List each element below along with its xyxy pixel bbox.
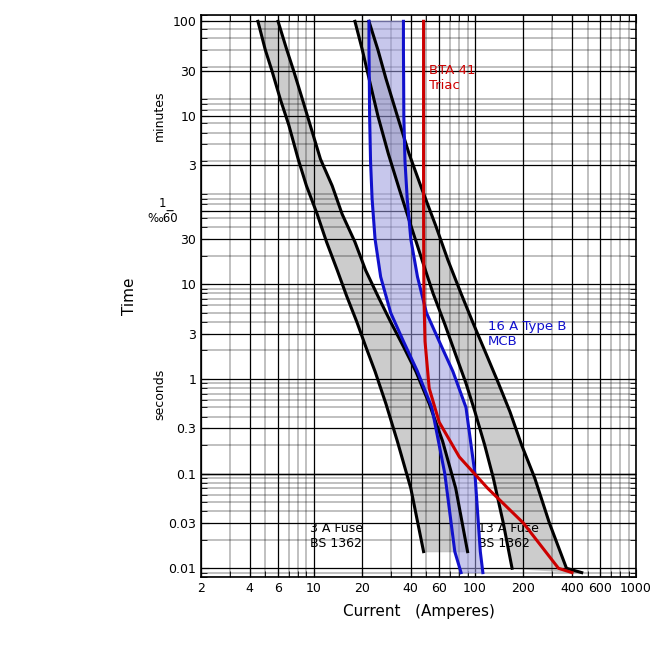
Text: minutes: minutes: [153, 91, 166, 141]
Text: 16 A Type B
MCB: 16 A Type B MCB: [488, 319, 566, 348]
Text: 1
‰60: 1 ‰60: [147, 197, 177, 225]
Text: 13 A Fuse
BS 1362: 13 A Fuse BS 1362: [478, 522, 539, 550]
Text: seconds: seconds: [153, 368, 166, 420]
Text: 3 A Fuse
BS 1362: 3 A Fuse BS 1362: [310, 522, 364, 550]
X-axis label: Current   (Amperes): Current (Amperes): [343, 604, 494, 619]
Polygon shape: [369, 21, 483, 572]
Text: BTA 41
Triac: BTA 41 Triac: [429, 64, 476, 92]
Polygon shape: [258, 21, 468, 552]
Text: Time: Time: [122, 277, 137, 315]
Polygon shape: [355, 21, 582, 572]
